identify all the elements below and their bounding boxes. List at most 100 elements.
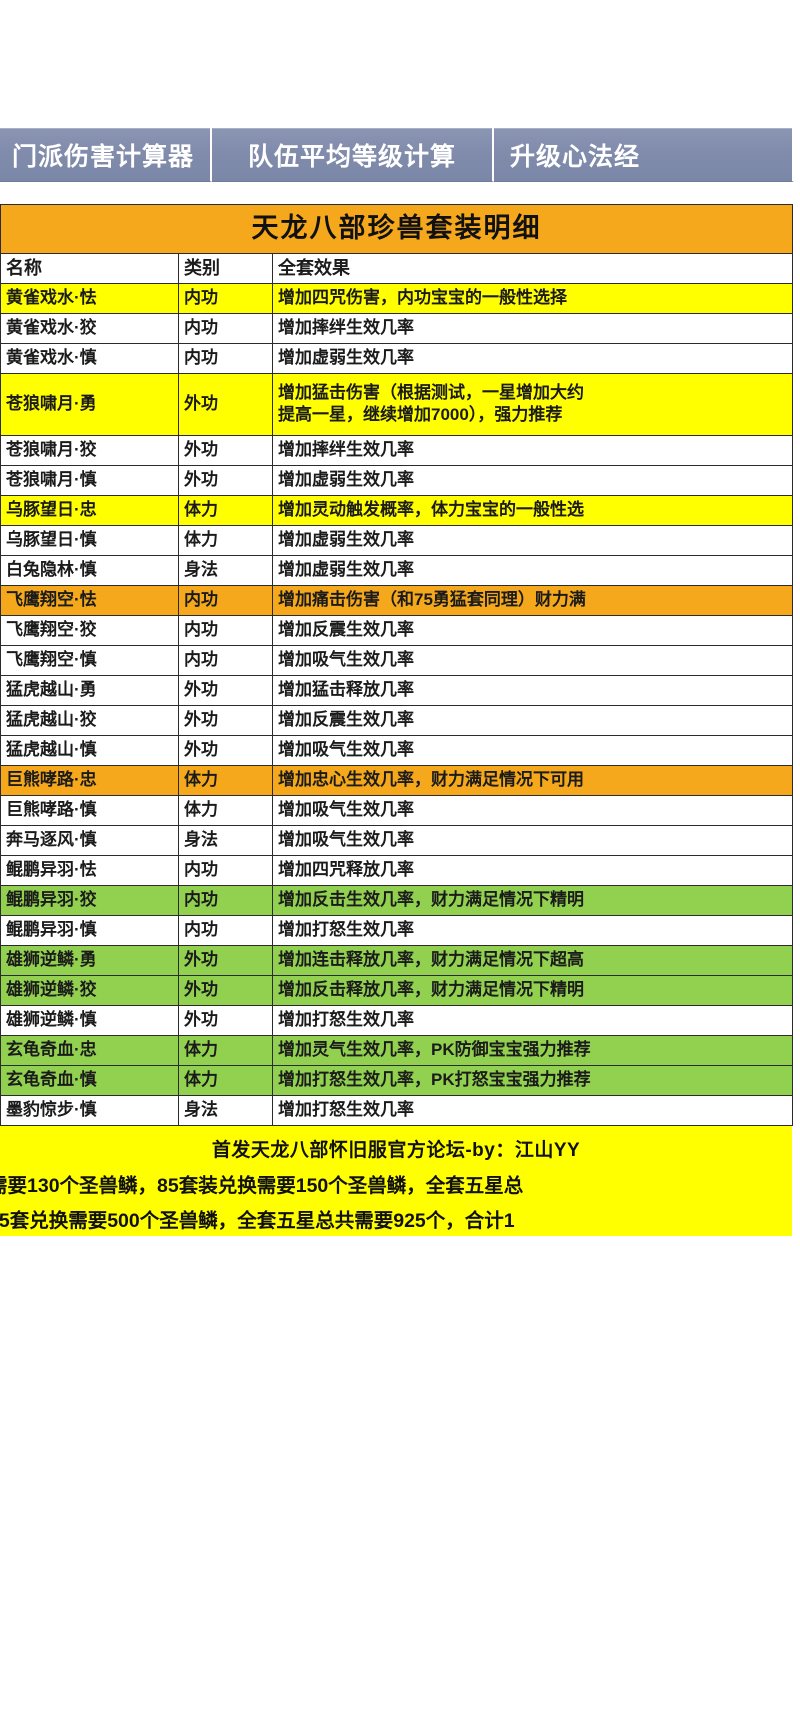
cell-type: 外功 — [178, 372, 273, 436]
footer-band: 首发天龙八部怀旧服官方论坛-by：江山YY 全套五星需要130个圣兽鳞，85套装… — [0, 1125, 792, 1236]
cell-effect: 增加吸气生效几率 — [272, 794, 793, 826]
cell-type: 内功 — [178, 312, 273, 344]
cell-type: 外功 — [178, 1004, 273, 1036]
table-row: 墨豹惊步·慎 身法 增加打怒生效几率 — [0, 1094, 793, 1126]
cell-effect: 增加虚弱生效几率 — [272, 524, 793, 556]
cell-effect: 增加连击释放几率，财力满足情况下超高 — [272, 944, 793, 976]
cell-effect: 增加虚弱生效几率 — [272, 342, 793, 374]
tab-label: 门派伤害计算器 — [11, 142, 194, 171]
table-row: 飞鹰翔空·慎 内功 增加吸气生效几率 — [0, 644, 793, 676]
cell-name: 巨熊哮路·慎 — [0, 794, 179, 826]
cell-effect: 增加反震生效几率 — [272, 704, 793, 736]
cell-type: 身法 — [178, 554, 273, 586]
cell-effect: 增加反震生效几率 — [272, 614, 793, 646]
table-row: 奔马逐风·慎 身法 增加吸气生效几率 — [0, 824, 793, 856]
cell-name: 乌豚望日·慎 — [0, 524, 179, 556]
footer-note-line-2: 圣兽鳞，95套兑换需要500个圣兽鳞，全套五星总共需要925个，合计1 — [0, 1209, 515, 1232]
table-row: 黄雀戏水·慎 内功 增加虚弱生效几率 — [0, 342, 793, 374]
tab-sect-damage-calculator[interactable]: 门派伤害计算器 — [0, 128, 212, 182]
cell-effect: 增加吸气生效几率 — [272, 824, 793, 856]
cell-type: 体力 — [178, 494, 273, 526]
cell-effect: 增加吸气生效几率 — [272, 734, 793, 766]
cell-effect: 增加猛击伤害（根据测试，一星增加大约 提高一星，继续增加7000），强力推荐 — [272, 372, 793, 436]
table-row: 黄雀戏水·狡 内功 增加摔绊生效几率 — [0, 312, 793, 344]
table-row: 猛虎越山·狡 外功 增加反震生效几率 — [0, 704, 793, 736]
table-row: 黄雀戏水·怯 内功 增加四咒伤害，内功宝宝的一般性选择 — [0, 282, 793, 314]
footer-credit: 首发天龙八部怀旧服官方论坛-by：江山YY — [211, 1139, 581, 1161]
table-row: 雄狮逆鳞·勇 外功 增加连击释放几率，财力满足情况下超高 — [0, 944, 793, 976]
bottom-whitespace — [0, 1235, 800, 1696]
cell-effect: 增加灵动触发概率，体力宝宝的一般性选 — [272, 494, 793, 526]
cell-name: 猛虎越山·狡 — [0, 704, 179, 736]
cell-name: 飞鹰翔空·狡 — [0, 614, 179, 646]
cell-name: 飞鹰翔空·怯 — [0, 584, 179, 616]
cell-type: 内功 — [178, 342, 273, 374]
cell-type: 体力 — [178, 524, 273, 556]
cell-effect: 增加打怒生效几率 — [272, 1094, 793, 1126]
cell-name: 巨熊哮路·忠 — [0, 764, 179, 796]
table-body: 天龙八部珍兽套装明细 名称 类别 全套效果 黄雀戏水·怯 内功 增加四咒伤害，内功宝… — [0, 204, 793, 1126]
cell-effect: 增加四咒释放几率 — [272, 854, 793, 886]
cell-effect: 增加打怒生效几率，PK打怒宝宝强力推荐 — [272, 1064, 793, 1096]
cell-name: 白兔隐林·慎 — [0, 554, 179, 586]
cell-name: 奔马逐风·慎 — [0, 824, 179, 856]
column-header-type: 类别 — [178, 252, 273, 284]
tab-bar: 门派伤害计算器 队伍平均等级计算 升级心法经 — [0, 128, 800, 182]
tab-upgrade-heartmethod[interactable]: 升级心法经 — [494, 128, 794, 182]
tabbar-gap — [0, 182, 800, 204]
table-row: 雄狮逆鳞·慎 外功 增加打怒生效几率 — [0, 1004, 793, 1036]
cell-effect: 增加虚弱生效几率 — [272, 554, 793, 586]
cell-effect-line-2: 提高一星，继续增加7000），强力推荐 — [278, 405, 563, 425]
tab-label: 升级心法经 — [510, 142, 641, 171]
table-row: 苍狼啸月·慎 外功 增加虚弱生效几率 — [0, 464, 793, 496]
cell-name: 苍狼啸月·慎 — [0, 464, 179, 496]
cell-type: 内功 — [178, 644, 273, 676]
cell-name: 鲲鹏异羽·狡 — [0, 884, 179, 916]
table-row: 鲲鹏异羽·怯 内功 增加四咒释放几率 — [0, 854, 793, 886]
cell-type: 外功 — [178, 434, 273, 466]
cell-type: 内功 — [178, 614, 273, 646]
cell-type: 体力 — [178, 1034, 273, 1066]
cell-name: 雄狮逆鳞·勇 — [0, 944, 179, 976]
cell-effect: 增加反击生效几率，财力满足情况下精明 — [272, 884, 793, 916]
cell-effect: 增加痛击伤害（和75勇猛套同理）财力满 — [272, 584, 793, 616]
cell-type: 外功 — [178, 674, 273, 706]
column-header-name: 名称 — [0, 252, 179, 284]
table-row: 白兔隐林·慎 身法 增加虚弱生效几率 — [0, 554, 793, 586]
cell-type: 身法 — [178, 824, 273, 856]
cell-type: 体力 — [178, 764, 273, 796]
cell-name: 墨豹惊步·慎 — [0, 1094, 179, 1126]
cell-effect: 增加四咒伤害，内功宝宝的一般性选择 — [272, 282, 793, 314]
cell-effect: 增加摔绊生效几率 — [272, 312, 793, 344]
cell-type: 体力 — [178, 1064, 273, 1096]
cell-type: 内功 — [178, 884, 273, 916]
cell-name: 雄狮逆鳞·慎 — [0, 1004, 179, 1036]
cell-name: 黄雀戏水·慎 — [0, 342, 179, 374]
table-row: 玄龟奇血·忠 体力 增加灵气生效几率，PK防御宝宝强力推荐 — [0, 1034, 793, 1066]
sheet-inner: 天龙八部珍兽套装明细 名称 类别 全套效果 黄雀戏水·怯 内功 增加四咒伤害，内功宝… — [0, 204, 800, 1236]
table-row: 鲲鹏异羽·狡 内功 增加反击生效几率，财力满足情况下精明 — [0, 884, 793, 916]
cell-name: 黄雀戏水·怯 — [0, 282, 179, 314]
cell-type: 外功 — [178, 974, 273, 1006]
table-row: 猛虎越山·慎 外功 增加吸气生效几率 — [0, 734, 793, 766]
cell-effect: 增加反击释放几率，财力满足情况下精明 — [272, 974, 793, 1006]
table-row: 苍狼啸月·勇 外功 增加猛击伤害（根据测试，一星增加大约 提高一星，继续增加7000）… — [0, 372, 793, 436]
cell-effect: 增加打怒生效几率 — [272, 1004, 793, 1036]
cell-effect: 增加吸气生效几率 — [272, 644, 793, 676]
cell-type: 内功 — [178, 914, 273, 946]
cell-type: 内功 — [178, 584, 273, 616]
table-row: 乌豚望日·慎 体力 增加虚弱生效几率 — [0, 524, 793, 556]
spreadsheet-area: 天龙八部珍兽套装明细 名称 类别 全套效果 黄雀戏水·怯 内功 增加四咒伤害，内功宝… — [0, 204, 800, 1236]
cell-type: 体力 — [178, 794, 273, 826]
cell-type: 外功 — [178, 944, 273, 976]
cell-effect-line-1: 增加猛击伤害（根据测试，一星增加大约 — [278, 383, 584, 403]
cell-name: 飞鹰翔空·慎 — [0, 644, 179, 676]
cell-type: 外功 — [178, 704, 273, 736]
cell-name: 雄狮逆鳞·狡 — [0, 974, 179, 1006]
table-row: 巨熊哮路·忠 体力 增加忠心生效几率，财力满足情况下可用 — [0, 764, 793, 796]
footer-note-line-1: 全套五星需要130个圣兽鳞，85套装兑换需要150个圣兽鳞，全套五星总 — [0, 1174, 524, 1197]
tab-label: 队伍平均等级计算 — [247, 142, 456, 171]
cell-name: 乌豚望日·忠 — [0, 494, 179, 526]
table-row: 鲲鹏异羽·慎 内功 增加打怒生效几率 — [0, 914, 793, 946]
tab-team-average-level[interactable]: 队伍平均等级计算 — [212, 128, 494, 182]
